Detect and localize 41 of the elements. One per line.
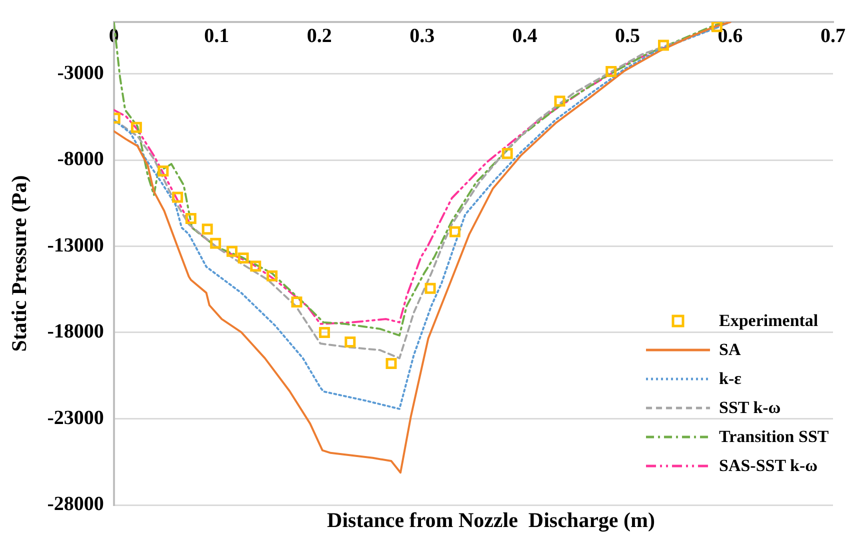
point	[266, 270, 278, 282]
y-tick-label: -13000	[47, 234, 104, 256]
point	[210, 238, 222, 249]
point	[291, 296, 302, 308]
y-tick-label: -23000	[47, 406, 104, 429]
x-tick-label: 0.5	[615, 25, 640, 48]
point	[226, 246, 238, 257]
point	[606, 66, 617, 77]
point	[554, 96, 566, 107]
y-tick-label: -18000	[47, 320, 104, 343]
y-tick-label: -8000	[57, 148, 104, 170]
point	[449, 226, 460, 238]
point	[130, 122, 142, 133]
legend-label: SST k-ω	[719, 398, 781, 418]
point	[424, 282, 436, 294]
y-tick-label: -3000	[57, 62, 104, 84]
point	[158, 166, 169, 177]
x-tick-label: 0.4	[512, 25, 538, 48]
point	[344, 336, 356, 348]
y-axis-title: Static Pressure (Pa)	[7, 175, 32, 352]
y-tick-label: -28000	[47, 493, 104, 516]
point	[502, 148, 513, 159]
legend-label: Experimental	[719, 310, 818, 330]
point	[202, 224, 213, 235]
legend-label: k-ε	[719, 368, 742, 388]
point	[238, 252, 249, 264]
point	[386, 358, 397, 370]
point	[318, 327, 330, 338]
x-tick-label: 0.1	[204, 25, 230, 48]
x-tick-label: 0.3	[410, 25, 435, 48]
legend-label: SAS-SST k-ω	[719, 456, 818, 476]
x-tick-label: 0.2	[306, 25, 332, 48]
x-axis-title: Distance from Nozzle Discharge (m)	[326, 508, 656, 533]
legend-label: Transition SST	[719, 426, 829, 446]
point	[250, 260, 262, 272]
point	[658, 40, 669, 51]
legend-label: SA	[719, 340, 741, 360]
x-tick-label: 0.6	[718, 25, 743, 48]
point	[185, 212, 196, 224]
point	[172, 192, 184, 203]
x-tick-label: 0.7	[820, 25, 846, 48]
